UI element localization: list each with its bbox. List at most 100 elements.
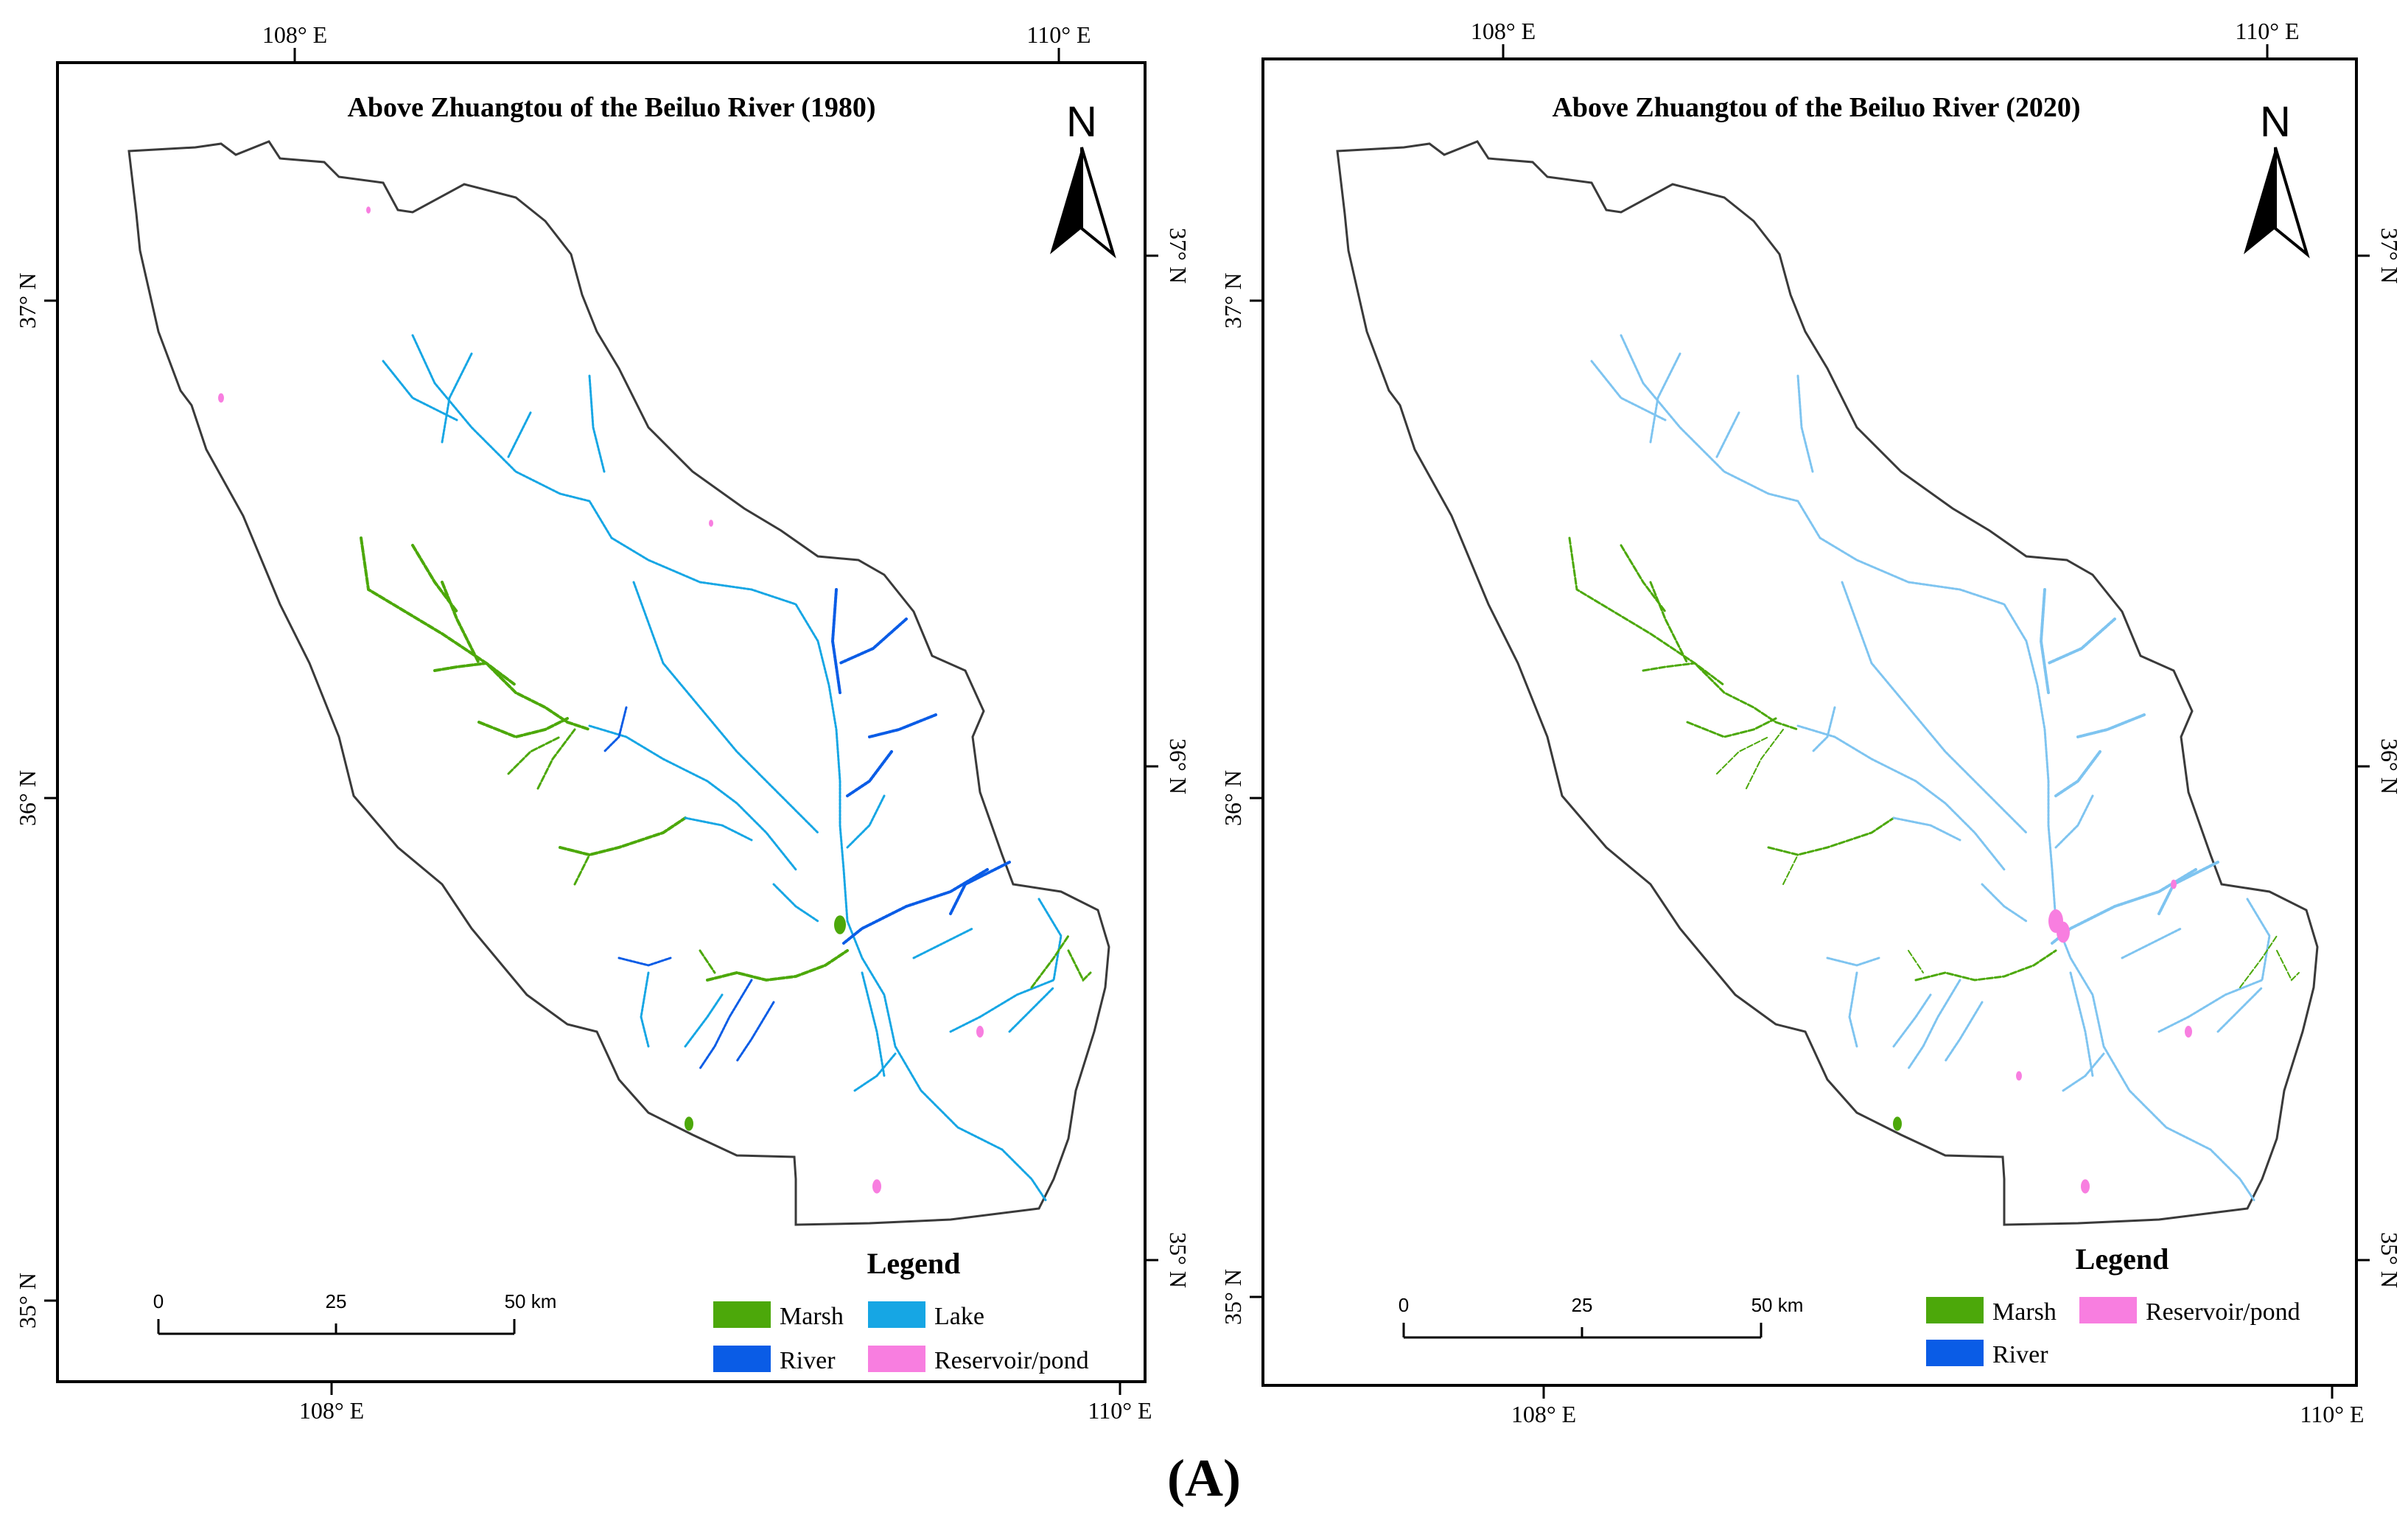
legend-swatch-river bbox=[713, 1346, 771, 1372]
reservoir-patch bbox=[2185, 1026, 2192, 1038]
marsh-segment bbox=[433, 661, 517, 687]
scale-label: 25 bbox=[1572, 1294, 1593, 1316]
river-segment bbox=[2157, 898, 2271, 1033]
reservoir-patch bbox=[2081, 1179, 2090, 1194]
river-segment bbox=[842, 868, 989, 945]
marsh-segment bbox=[1746, 729, 1784, 789]
reservoir-patch bbox=[872, 1179, 881, 1194]
legend-label-reservoir: Reservoir/pond bbox=[934, 1347, 1089, 1374]
river-segment bbox=[2076, 713, 2146, 738]
river-segment bbox=[772, 883, 819, 923]
marsh-segment bbox=[507, 735, 561, 775]
marsh-segment bbox=[2239, 935, 2278, 988]
river-segment bbox=[839, 618, 908, 665]
legend-label-marsh: Marsh bbox=[1992, 1298, 2057, 1326]
water-features-2020 bbox=[1568, 334, 2300, 1203]
river-segment bbox=[853, 1052, 897, 1092]
marsh-segment bbox=[699, 949, 716, 974]
left-lat-label: 37° N bbox=[1219, 273, 1246, 329]
river-segment bbox=[2121, 927, 2183, 959]
legend: Legend Marsh Lake River Reservoir/pond bbox=[713, 1247, 1089, 1374]
marsh-segment bbox=[706, 949, 849, 982]
water-features-1980 bbox=[218, 206, 1092, 1203]
river-segment bbox=[1811, 706, 1836, 753]
scale-label: 25 bbox=[326, 1290, 347, 1312]
legend-title: Legend bbox=[2076, 1242, 2169, 1276]
marsh-segment bbox=[1067, 949, 1092, 982]
bottom-lon-label: 108° E bbox=[299, 1397, 364, 1424]
top-lon-label: 110° E bbox=[1026, 21, 1091, 48]
legend-swatch-reservoir bbox=[868, 1346, 925, 1372]
left-lat-label: 36° N bbox=[14, 770, 41, 826]
marsh-segment bbox=[1914, 949, 2057, 982]
legend-swatch-river bbox=[1926, 1340, 1984, 1366]
river-segment bbox=[1907, 979, 1961, 1070]
marsh-segment bbox=[1642, 662, 1726, 687]
left-lat-label: 35° N bbox=[1219, 1269, 1246, 1325]
right-lat-label: 36° N bbox=[1165, 738, 1191, 794]
right-lat-label: 37° N bbox=[1165, 228, 1191, 284]
river-segment bbox=[2039, 588, 2050, 694]
reservoir-patch bbox=[366, 206, 371, 214]
north-label: N bbox=[2260, 98, 2291, 146]
river-segment bbox=[830, 588, 841, 694]
basin-outline bbox=[1336, 140, 2319, 1226]
legend-swatch-reservoir bbox=[2079, 1297, 2137, 1323]
river-segment bbox=[2062, 1052, 2105, 1092]
river-segment bbox=[1892, 816, 1961, 842]
scale-bar: 0 25 50 km bbox=[153, 1290, 556, 1335]
legend-swatch-lake bbox=[868, 1301, 925, 1328]
river-segment bbox=[1981, 883, 2028, 923]
marsh-segment bbox=[1767, 816, 1895, 856]
marsh-segment bbox=[477, 717, 569, 739]
marsh-patch bbox=[685, 1116, 693, 1131]
legend: Legend Marsh Reservoir/pond River bbox=[1926, 1242, 2300, 1368]
legend-label-reservoir: Reservoir/pond bbox=[2146, 1298, 2300, 1326]
legend-label-river: River bbox=[780, 1347, 836, 1374]
figure-label: (A) bbox=[1167, 1449, 1241, 1508]
river-segment bbox=[868, 713, 937, 738]
river-segment bbox=[441, 352, 473, 444]
river-segment bbox=[1620, 334, 2256, 1203]
map-panel-2020: 108° E 110° E 108° E 110° E 37° N 36° N … bbox=[1219, 18, 2403, 1427]
scale-label: 0 bbox=[153, 1290, 164, 1312]
right-lat-label: 35° N bbox=[2376, 1232, 2403, 1288]
reservoir-patch bbox=[2171, 879, 2177, 889]
left-lat-label: 37° N bbox=[14, 273, 41, 329]
bottom-lon-label: 108° E bbox=[1511, 1401, 1576, 1427]
river-segment bbox=[411, 334, 1048, 1203]
reservoir-patch bbox=[976, 1026, 984, 1038]
bottom-lon-label: 110° E bbox=[2300, 1401, 2364, 1427]
river-segment bbox=[699, 979, 753, 1070]
river-segment bbox=[2069, 971, 2094, 1077]
top-lon-label: 108° E bbox=[1471, 18, 1536, 44]
bottom-lon-label: 110° E bbox=[1088, 1397, 1152, 1424]
river-segment bbox=[588, 374, 606, 473]
right-lat-label: 36° N bbox=[2376, 738, 2403, 794]
river-segment bbox=[2047, 618, 2116, 665]
scale-label: 0 bbox=[1399, 1294, 1409, 1316]
top-lon-label: 110° E bbox=[2235, 18, 2299, 44]
river-segment bbox=[1008, 986, 1055, 1033]
river-segment bbox=[1715, 411, 1740, 458]
marsh-segment bbox=[1620, 544, 1667, 613]
river-segment bbox=[1826, 956, 1880, 967]
river-segment bbox=[846, 794, 886, 849]
reservoir-patch bbox=[218, 393, 224, 403]
marsh-segment bbox=[1782, 854, 1799, 885]
marsh-segment bbox=[411, 544, 458, 613]
river-segment bbox=[1796, 724, 2006, 871]
river-segment bbox=[382, 360, 458, 422]
river-segment bbox=[861, 971, 886, 1077]
river-segment bbox=[2054, 750, 2101, 797]
river-segment bbox=[632, 581, 819, 834]
legend-label-lake: Lake bbox=[934, 1303, 984, 1330]
river-segment bbox=[588, 724, 797, 871]
marsh-patch bbox=[834, 915, 846, 934]
map-title: Above Zhuangtou of the Beiluo River (202… bbox=[1552, 92, 2080, 123]
legend-title: Legend bbox=[867, 1247, 961, 1280]
north-arrow-icon: N bbox=[1050, 98, 1116, 259]
reservoir-patch bbox=[2016, 1071, 2022, 1081]
legend-swatch-marsh bbox=[1926, 1297, 1984, 1323]
